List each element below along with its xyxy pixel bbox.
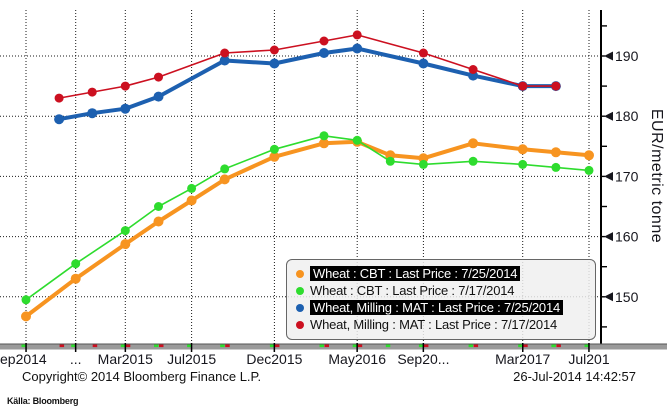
- legend-bullet-icon: [296, 320, 304, 329]
- chart-timestamp: 26-Jul-2014 14:42:57: [513, 369, 636, 384]
- legend-item[interactable]: Wheat, Milling : MAT : Last Price : 7/17…: [296, 316, 595, 333]
- svg-text:180: 180: [615, 108, 639, 124]
- legend-item[interactable]: Wheat, Milling : MAT : Last Price : 7/25…: [296, 299, 595, 316]
- x-axis: ep2014... Mar2015 Jul2015 Dec2015 May2016 Sep…: [0, 343, 610, 367]
- svg-text:May2016: May2016: [328, 351, 386, 367]
- svg-text:170: 170: [615, 168, 639, 184]
- legend-label: Wheat : CBT : Last Price : 7/25/2014: [310, 266, 521, 281]
- legend-bullet-icon: [296, 286, 304, 295]
- svg-text:Dec2015: Dec2015: [246, 351, 302, 367]
- svg-text:Jul2015: Jul2015: [167, 351, 216, 367]
- svg-text:ep2014: ep2014: [0, 351, 47, 367]
- legend-item[interactable]: Wheat : CBT : Last Price : 7/25/2014: [296, 265, 595, 282]
- legend-label: Wheat : CBT : Last Price : 7/17/2014: [310, 283, 515, 298]
- series-0: [21, 136, 594, 322]
- legend-bullet-icon: [296, 303, 304, 312]
- svg-text:150: 150: [615, 289, 639, 305]
- legend-item[interactable]: Wheat : CBT : Last Price : 7/17/2014: [296, 282, 595, 299]
- copyright-text: Copyright© 2014 Bloomberg Finance L.P.: [22, 369, 262, 384]
- legend-bullet-icon: [296, 269, 304, 278]
- svg-text:...: ...: [70, 351, 82, 367]
- y-axis-title: EUR/metric tonne: [648, 109, 665, 243]
- y-axis: 150 160 170 180 190 EUR/metric tonne: [600, 10, 665, 346]
- svg-text:160: 160: [615, 229, 639, 245]
- x-axis-scrollbar[interactable]: [0, 343, 667, 350]
- series-2: [54, 43, 561, 125]
- chart-legend: Wheat : CBT : Last Price : 7/25/2014 Whea…: [286, 259, 596, 340]
- legend-label: Wheat, Milling : MAT : Last Price : 7/25…: [310, 300, 564, 315]
- svg-text:190: 190: [615, 48, 639, 64]
- source-note: Källa: Bloomberg: [7, 396, 79, 406]
- svg-text:Mar2015: Mar2015: [98, 351, 153, 367]
- series-1: [21, 131, 594, 305]
- series-3: [54, 30, 561, 103]
- legend-label: Wheat, Milling : MAT : Last Price : 7/17…: [310, 317, 558, 332]
- svg-text:Jul201: Jul201: [568, 351, 609, 367]
- svg-text:Sep20...: Sep20...: [397, 351, 449, 367]
- svg-text:Mar2017: Mar2017: [495, 351, 550, 367]
